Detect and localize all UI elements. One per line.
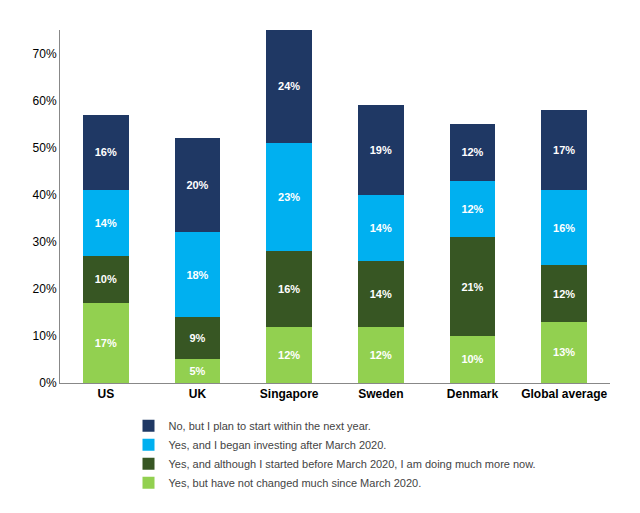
svg-text:Global average: Global average — [521, 387, 607, 401]
svg-text:13%: 13% — [553, 346, 575, 358]
svg-text:20%: 20% — [33, 282, 57, 296]
svg-text:19%: 19% — [370, 144, 392, 156]
svg-text:50%: 50% — [33, 141, 57, 155]
svg-text:5%: 5% — [189, 365, 205, 377]
svg-text:16%: 16% — [553, 222, 575, 234]
svg-text:US: US — [97, 387, 114, 401]
svg-text:Sweden: Sweden — [358, 387, 403, 401]
svg-text:17%: 17% — [95, 337, 117, 349]
svg-text:9%: 9% — [189, 332, 205, 344]
svg-text:30%: 30% — [33, 235, 57, 249]
svg-text:12%: 12% — [553, 288, 575, 300]
svg-text:23%: 23% — [278, 191, 300, 203]
svg-text:10%: 10% — [461, 353, 483, 365]
svg-text:Yes, and although I started be: Yes, and although I started before March… — [169, 458, 536, 470]
svg-text:14%: 14% — [370, 222, 392, 234]
svg-text:40%: 40% — [33, 188, 57, 202]
svg-text:UK: UK — [189, 387, 207, 401]
svg-text:0%: 0% — [39, 376, 57, 390]
svg-text:Yes, and I began investing aft: Yes, and I began investing after March 2… — [169, 439, 387, 451]
svg-text:10%: 10% — [95, 273, 117, 285]
svg-text:14%: 14% — [370, 288, 392, 300]
svg-text:12%: 12% — [278, 349, 300, 361]
svg-text:No, but I plan to start within: No, but I plan to start within the next … — [169, 420, 371, 432]
svg-text:70%: 70% — [33, 47, 57, 61]
svg-text:18%: 18% — [186, 269, 208, 281]
svg-text:Singapore: Singapore — [260, 387, 319, 401]
svg-text:12%: 12% — [461, 203, 483, 215]
svg-text:16%: 16% — [95, 146, 117, 158]
svg-text:17%: 17% — [553, 144, 575, 156]
svg-text:16%: 16% — [278, 283, 300, 295]
svg-text:10%: 10% — [33, 329, 57, 343]
svg-text:24%: 24% — [278, 80, 300, 92]
svg-text:Denmark: Denmark — [447, 387, 499, 401]
svg-text:12%: 12% — [461, 146, 483, 158]
svg-text:21%: 21% — [461, 281, 483, 293]
svg-text:12%: 12% — [370, 349, 392, 361]
svg-text:20%: 20% — [186, 179, 208, 191]
svg-text:Yes, but have not changed much: Yes, but have not changed much since Mar… — [169, 477, 422, 489]
svg-text:14%: 14% — [95, 217, 117, 229]
svg-text:60%: 60% — [33, 94, 57, 108]
